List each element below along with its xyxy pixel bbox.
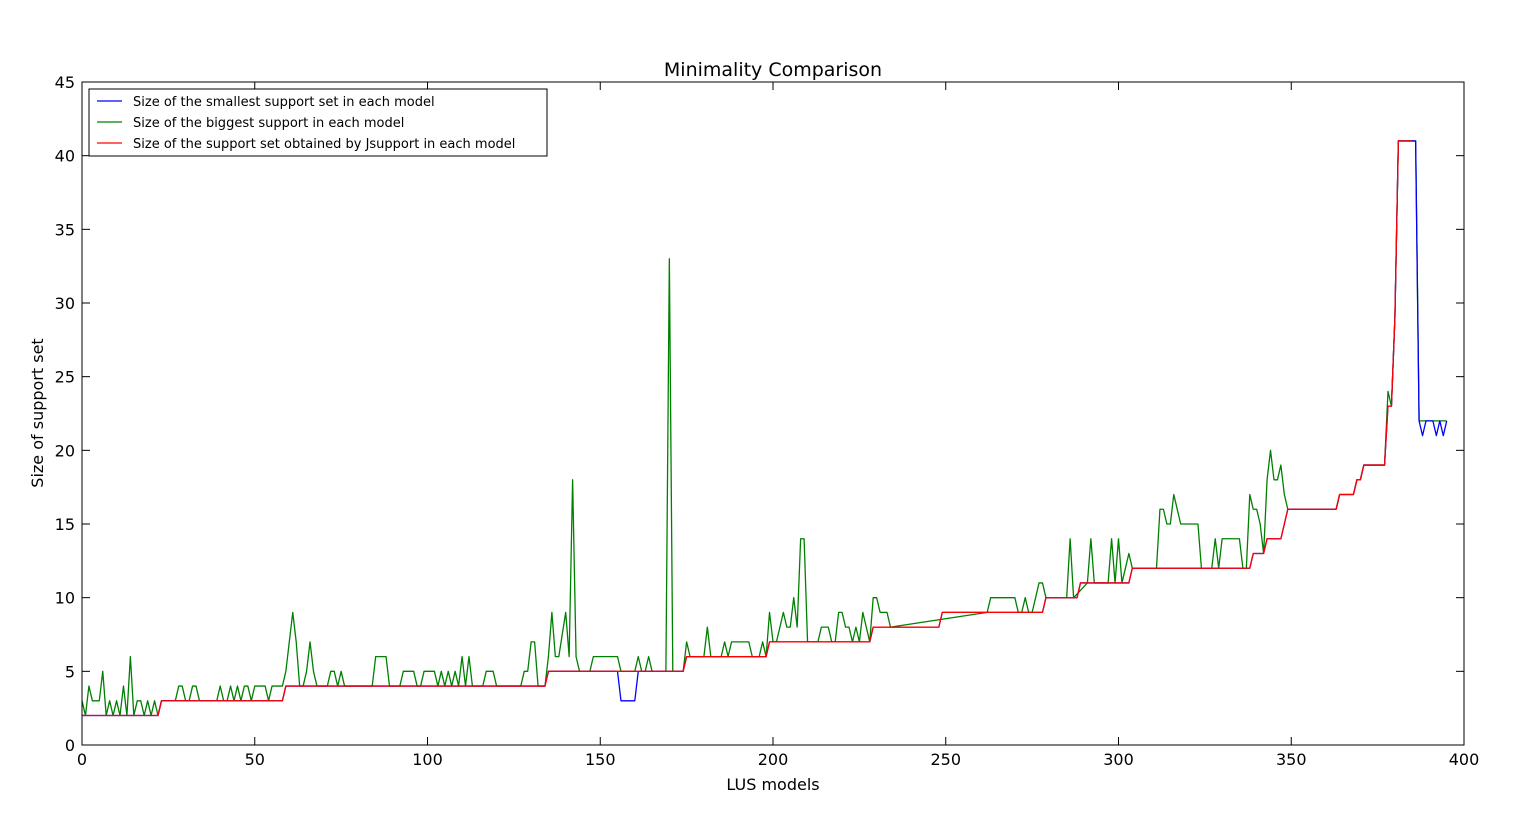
- y-tick-label: 45: [55, 73, 75, 92]
- legend-label-jsupport: Size of the support set obtained by Jsup…: [133, 137, 515, 152]
- x-tick-label: 350: [1276, 750, 1307, 769]
- y-tick-label: 35: [55, 220, 75, 239]
- x-axis-title: LUS models: [726, 775, 819, 794]
- x-tick-label: 50: [245, 750, 265, 769]
- y-tick-label: 0: [65, 736, 75, 755]
- y-tick-label: 20: [55, 441, 75, 460]
- series-line-jsupport: [82, 140, 1413, 717]
- series-line-biggest: [81, 140, 1447, 717]
- chart-title: Minimality Comparison: [664, 59, 882, 81]
- x-tick-label: 250: [930, 750, 961, 769]
- series-lines: [81, 140, 1448, 717]
- x-tick-label: 300: [1103, 750, 1134, 769]
- y-tick-label: 5: [65, 662, 75, 681]
- x-tick-label: 150: [585, 750, 616, 769]
- series-line-smallest: [82, 140, 1448, 717]
- y-axis-title: Size of support set: [28, 338, 47, 487]
- x-tick-label: 0: [77, 750, 87, 769]
- legend: Size of the smallest support set in each…: [88, 88, 548, 157]
- y-tick-label: 15: [55, 515, 75, 534]
- y-tick-label: 10: [55, 589, 75, 608]
- x-tick-label: 200: [758, 750, 789, 769]
- legend-box: [88, 88, 548, 157]
- legend-label-smallest: Size of the smallest support set in each…: [133, 95, 435, 110]
- x-axis-ticks: 0 50 100 150 200 250 300 350 400: [77, 82, 1479, 769]
- x-tick-label: 400: [1449, 750, 1480, 769]
- x-tick-label: 100: [412, 750, 443, 769]
- y-tick-label: 25: [55, 368, 75, 387]
- y-tick-label: 40: [55, 147, 75, 166]
- y-tick-label: 30: [55, 294, 75, 313]
- legend-label-biggest: Size of the biggest support in each mode…: [133, 116, 404, 131]
- y-axis-ticks: 0 5 10 15 20 25 30 35 40 45: [55, 73, 1464, 755]
